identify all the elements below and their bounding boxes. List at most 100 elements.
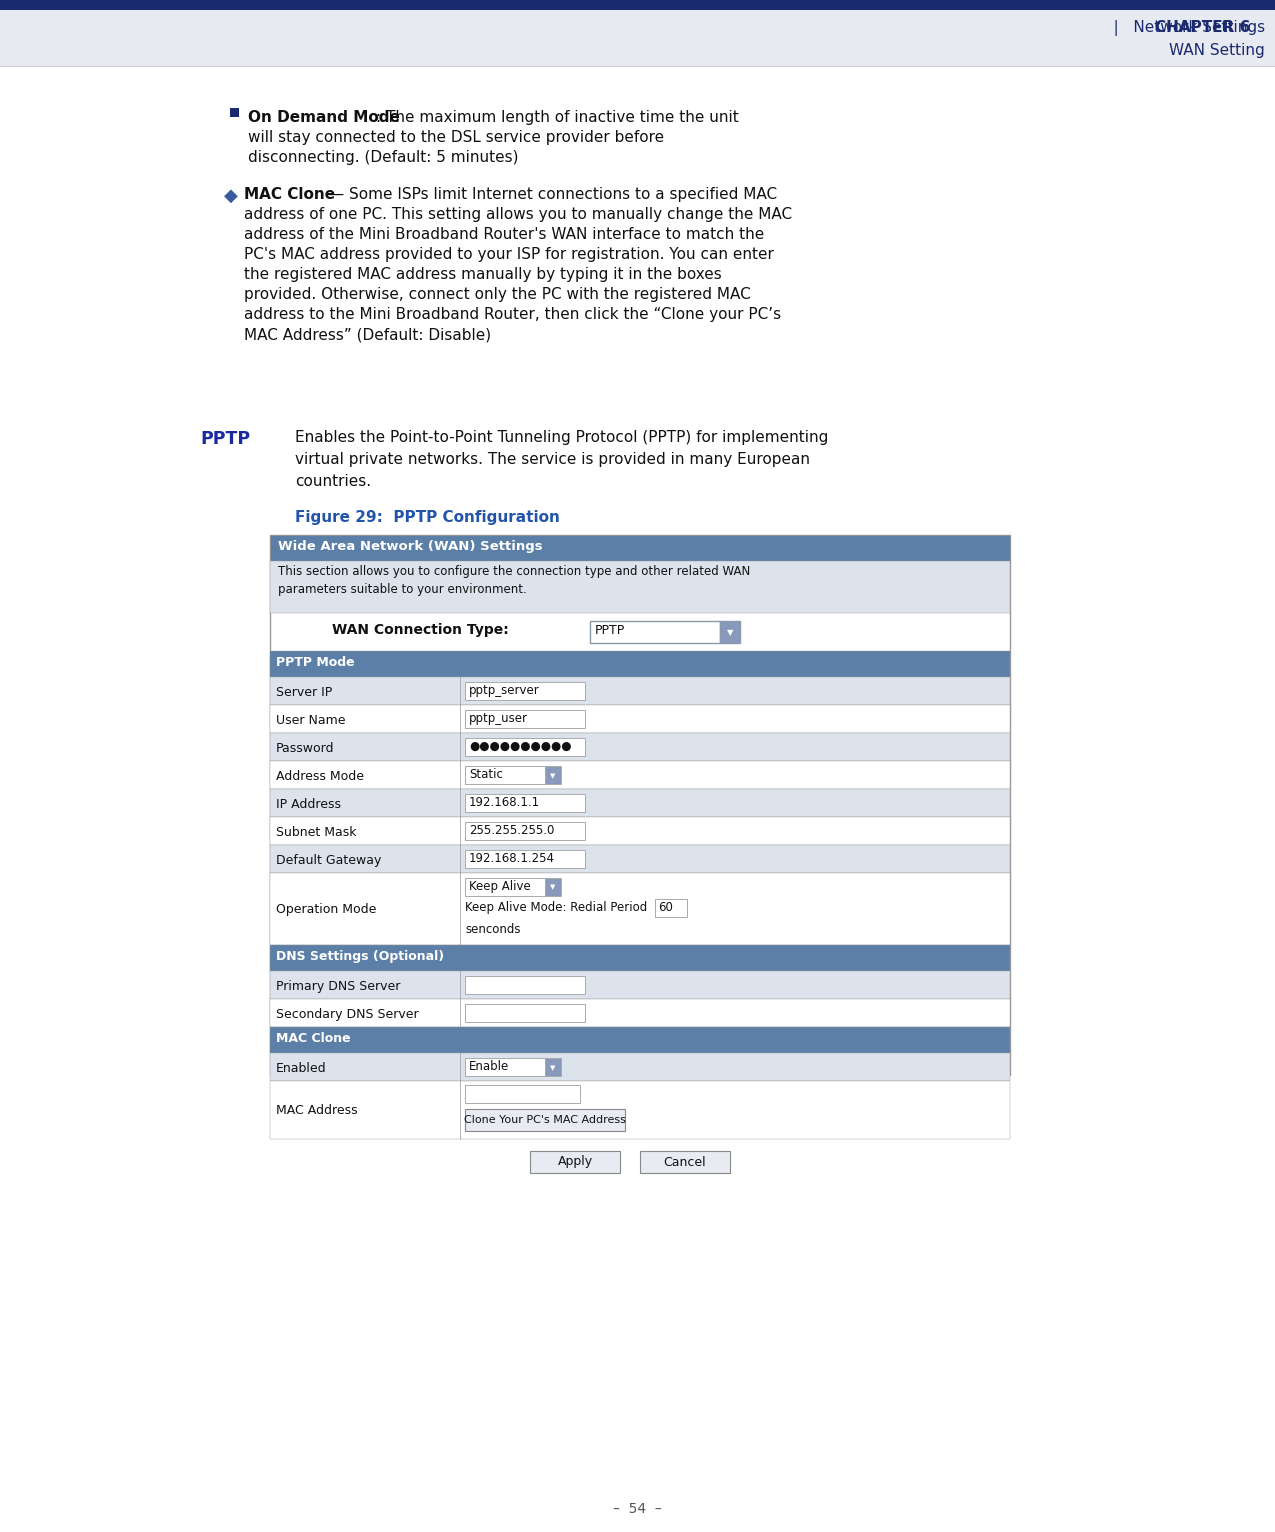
Text: ◆: ◆ [224,187,238,205]
Text: Enables the Point-to-Point Tunneling Protocol (PPTP) for implementing: Enables the Point-to-Point Tunneling Pro… [295,430,829,444]
Bar [465,1003,585,1022]
Text: Subnet Mask: Subnet Mask [275,826,357,840]
Text: IP Address: IP Address [275,798,340,810]
Text: 255.255.255.0: 255.255.255.0 [469,824,555,836]
Text: address to the Mini Broadband Router, then click the “Clone your PC’s: address to the Mini Broadband Router, th… [244,306,782,322]
Text: 60: 60 [658,901,673,915]
Bar [465,850,585,869]
Bar [270,999,1010,1026]
Text: provided. Otherwise, connect only the PC with the registered MAC: provided. Otherwise, connect only the PC… [244,286,751,302]
Text: ▼: ▼ [727,628,733,637]
Text: Figure 29:  PPTP Configuration: Figure 29: PPTP Configuration [295,510,560,525]
Bar [270,1026,1010,1052]
Bar [655,899,687,918]
Bar [465,878,544,896]
Bar [270,677,1010,705]
Bar [720,620,739,643]
Bar [230,107,238,116]
Text: will stay connected to the DSL service provider before: will stay connected to the DSL service p… [249,130,664,146]
Bar [544,766,561,784]
Text: address of one PC. This setting allows you to manually change the MAC: address of one PC. This setting allows y… [244,207,792,222]
Text: disconnecting. (Default: 5 minutes): disconnecting. (Default: 5 minutes) [249,150,519,165]
Bar [270,1082,1010,1138]
Bar [270,789,1010,817]
Bar [270,535,1010,1075]
Text: Static: Static [469,768,502,781]
Text: — Some ISPs limit Internet connections to a specified MAC: — Some ISPs limit Internet connections t… [324,187,778,202]
Bar [270,651,1010,677]
Text: countries.: countries. [295,473,371,489]
Text: Keep Alive: Keep Alive [469,879,530,893]
Text: Apply: Apply [557,1155,593,1169]
Text: Wide Area Network (WAN) Settings: Wide Area Network (WAN) Settings [278,539,543,553]
Text: senconds: senconds [465,922,520,936]
Bar [0,11,1275,66]
Bar [530,1151,620,1174]
Bar [640,1151,731,1174]
Bar [465,1085,580,1103]
Text: This section allows you to configure the connection type and other related WAN: This section allows you to configure the… [278,565,750,578]
Text: ●●●●●●●●●●: ●●●●●●●●●● [469,740,571,754]
Text: Enable: Enable [469,1060,509,1072]
Bar [544,1059,561,1075]
Text: ▼: ▼ [551,774,556,778]
Text: Server IP: Server IP [275,686,333,699]
Text: User Name: User Name [275,714,346,728]
Bar [465,709,585,728]
Text: ▼: ▼ [551,1065,556,1071]
Text: On Demand Mode: On Demand Mode [249,110,400,126]
Text: PPTP Mode: PPTP Mode [275,656,354,669]
Text: ▼: ▼ [551,884,556,890]
Text: Enabled: Enabled [275,1062,326,1075]
Text: DNS Settings (Optional): DNS Settings (Optional) [275,950,444,964]
Bar [270,945,1010,971]
Text: CHAPTER 6: CHAPTER 6 [1155,20,1250,35]
Text: Keep Alive Mode: Redial Period: Keep Alive Mode: Redial Period [465,901,648,915]
Text: MAC Address: MAC Address [275,1105,357,1117]
Text: Secondary DNS Server: Secondary DNS Server [275,1008,418,1020]
Bar [270,1052,1010,1082]
Bar [270,817,1010,846]
Text: |   Network Settings: | Network Settings [1099,20,1265,35]
Text: address of the Mini Broadband Router's WAN interface to match the: address of the Mini Broadband Router's W… [244,227,764,242]
Text: 192.168.1.254: 192.168.1.254 [469,852,555,866]
Text: Password: Password [275,741,334,755]
Bar [465,1059,544,1075]
Bar [270,732,1010,761]
Text: Clone Your PC's MAC Address: Clone Your PC's MAC Address [464,1115,626,1124]
Text: MAC Address” (Default: Disable): MAC Address” (Default: Disable) [244,326,491,342]
Text: –  54  –: – 54 – [612,1501,662,1517]
Text: 192.168.1.1: 192.168.1.1 [469,797,541,809]
Text: Cancel: Cancel [664,1155,706,1169]
Bar [465,976,585,994]
Bar [270,873,1010,945]
Text: Primary DNS Server: Primary DNS Server [275,980,400,993]
Bar [0,0,1275,11]
Text: PPTP: PPTP [200,430,250,447]
Bar [544,878,561,896]
Text: PC's MAC address provided to your ISP for registration. You can enter: PC's MAC address provided to your ISP fo… [244,247,774,262]
Bar [465,823,585,840]
Bar [270,535,1010,561]
Text: PPTP: PPTP [595,624,625,637]
Bar [465,766,544,784]
Bar [270,846,1010,873]
Bar [465,794,585,812]
Text: WAN Setting: WAN Setting [1169,43,1265,58]
Bar [270,761,1010,789]
Bar [270,705,1010,732]
Text: Operation Mode: Operation Mode [275,902,376,916]
Bar [465,1109,625,1131]
Text: : The maximum length of inactive time the unit: : The maximum length of inactive time th… [376,110,738,126]
Text: Address Mode: Address Mode [275,771,363,783]
Text: the registered MAC address manually by typing it in the boxes: the registered MAC address manually by t… [244,267,722,282]
Text: parameters suitable to your environment.: parameters suitable to your environment. [278,584,527,596]
Text: MAC Clone: MAC Clone [275,1033,351,1045]
Text: pptp_server: pptp_server [469,683,539,697]
Text: pptp_user: pptp_user [469,712,528,725]
Text: MAC Clone: MAC Clone [244,187,335,202]
Text: Default Gateway: Default Gateway [275,853,381,867]
Bar [465,738,585,755]
Text: virtual private networks. The service is provided in many European: virtual private networks. The service is… [295,452,810,467]
Text: WAN Connection Type:: WAN Connection Type: [332,624,509,637]
